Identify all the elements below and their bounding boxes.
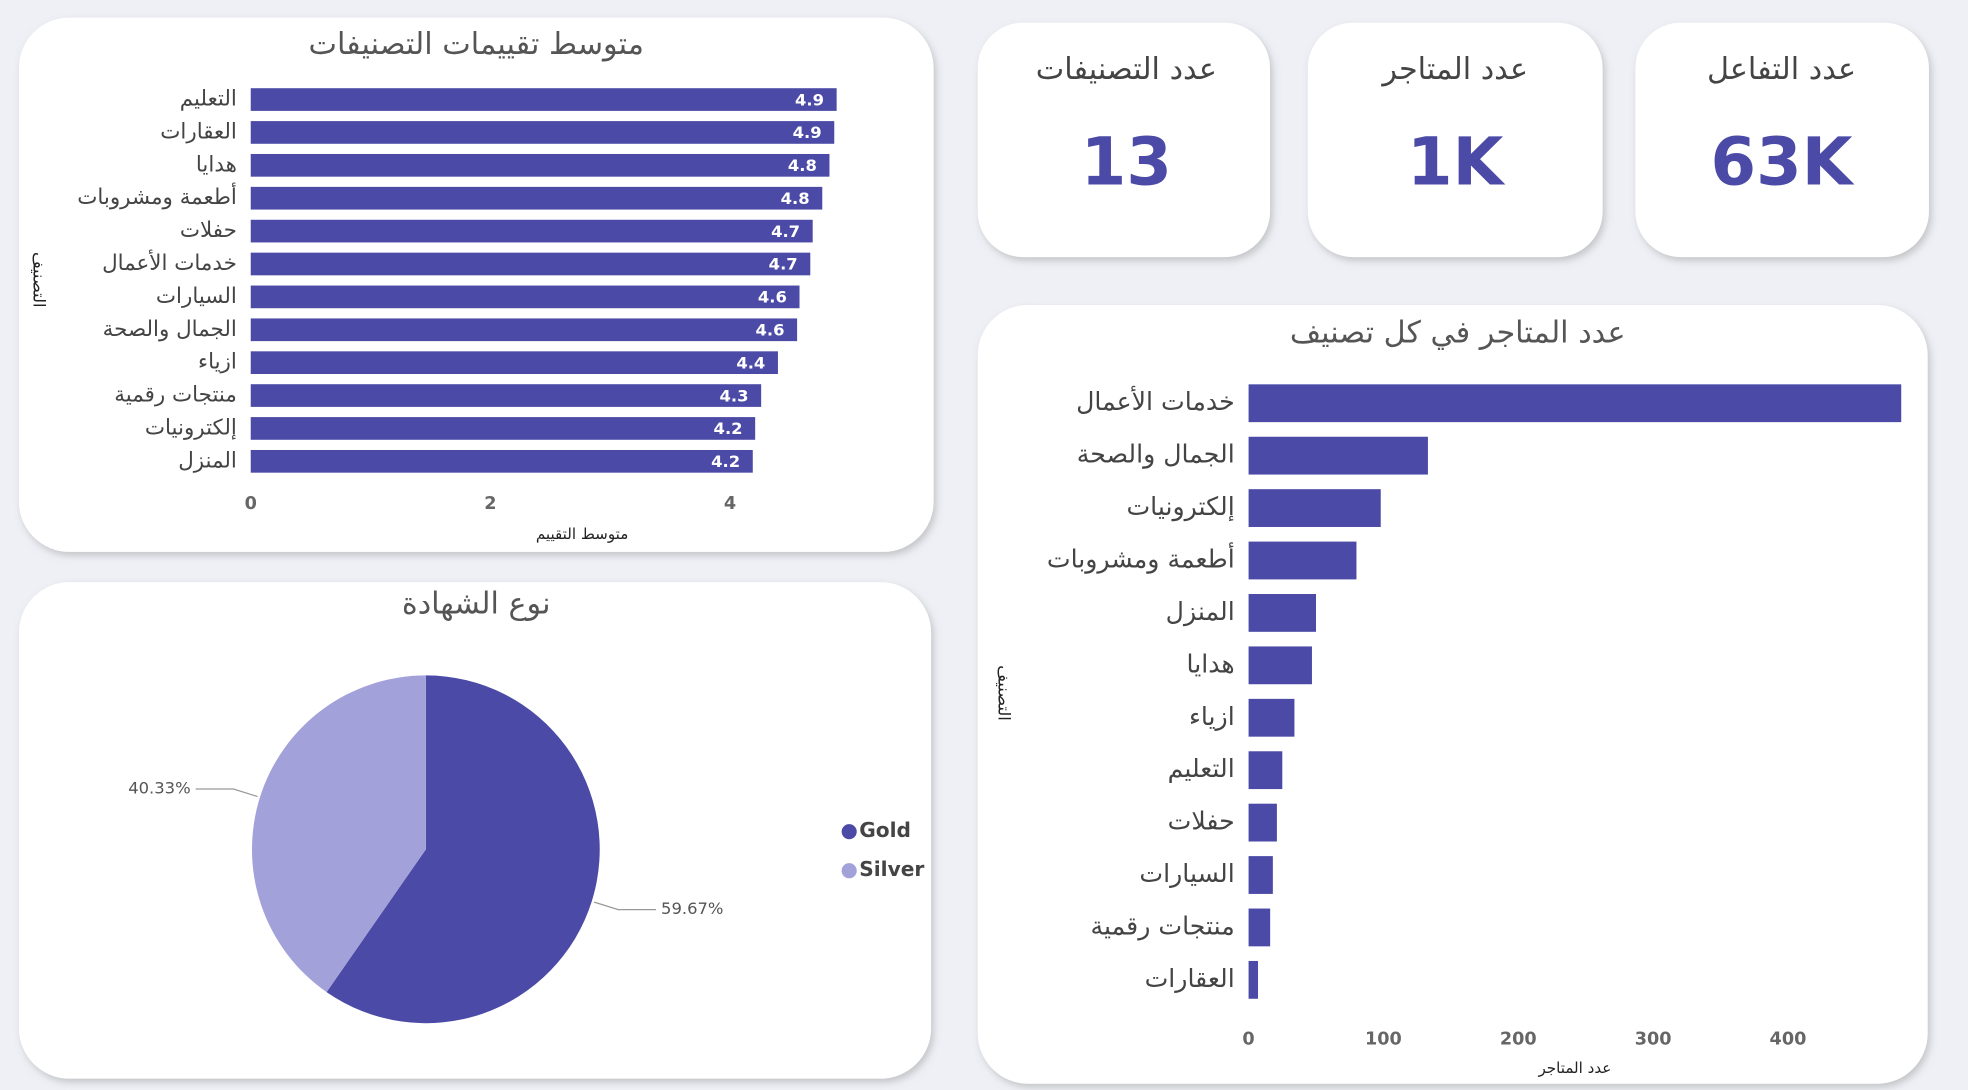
data-label: 4.7 [771,222,800,241]
data-label: 4.2 [711,452,740,471]
bar [1248,751,1283,790]
card [977,22,1271,258]
card-value: 1K [1407,124,1506,200]
y-tick-label: ازياء [1189,702,1235,731]
card [1307,22,1603,258]
bar [1248,698,1295,737]
x-tick-label: 0 [1242,1030,1254,1050]
bar [250,318,798,342]
card-label: عدد التفاعل [1707,52,1856,87]
card-value: 13 [1081,124,1172,200]
x-axis-label: متوسط التقييم [536,525,628,543]
bar [1248,646,1312,685]
x-tick-label: 100 [1365,1030,1402,1050]
chart-title: متوسط تقييمات التصنيفات [309,27,644,62]
y-tick-label: التعليم [1168,754,1235,784]
x-tick-label: 0 [245,494,257,514]
data-label: 4.4 [736,353,765,372]
y-axis-label: التصنيف [994,665,1013,721]
bar [1248,541,1357,580]
pie-slice [251,675,426,993]
y-tick-label: السيارات [1139,859,1234,888]
bar [1248,436,1428,475]
data-label: 4.7 [769,255,798,274]
panel [977,304,1928,1084]
bar [1248,384,1902,423]
legend-marker [841,824,857,840]
y-tick-label: حفلات [1168,807,1235,836]
x-tick-label: 200 [1500,1030,1537,1050]
y-tick-label: خدمات الأعمال [102,249,237,276]
y-tick-label: المنزل [178,448,237,473]
card [1635,22,1929,258]
y-tick-label: هدايا [1187,649,1235,678]
bar [250,153,830,177]
bar [250,186,823,210]
data-label: 59.67% [661,899,723,918]
data-label: 4.9 [793,123,822,142]
y-tick-label: السيارات [156,284,237,309]
card-value: 63K [1711,124,1855,200]
x-axis-label: عدد المتاجر [1537,1059,1611,1077]
y-tick-label: منتجات رقمية [1091,911,1235,940]
bar [1248,489,1381,527]
y-tick-label: هدايا [196,152,237,177]
y-tick-label: أطعمة ومشروبات [1047,541,1235,574]
data-label: 4.6 [758,288,787,307]
card-label: عدد التصنيفات [1036,52,1217,87]
x-tick-label: 4 [724,494,736,514]
y-tick-label: منتجات رقمية [114,383,237,408]
bar [250,449,753,473]
pie-slice [326,675,600,1024]
y-tick-label: العقارات [160,119,237,144]
bar [250,121,835,144]
x-tick-label: 400 [1770,1030,1807,1050]
y-tick-label: العقارات [1145,964,1235,993]
bar [250,219,813,243]
y-tick-label: الجمال والصحة [1077,440,1235,470]
bar [1248,908,1271,947]
bar [1248,594,1317,632]
leader-line [195,788,258,798]
data-label: 4.9 [795,90,824,109]
y-tick-label: حفلات [180,218,237,243]
y-tick-label: إلكترونيات [145,415,237,440]
data-label: 4.8 [788,156,817,175]
data-label: 4.8 [781,189,810,208]
bar [1248,960,1259,999]
bar [1248,803,1277,842]
chart-title: عدد المتاجر في كل تصنيف [1290,315,1626,350]
leader-line [593,901,657,911]
y-tick-label: التعليم [180,87,237,112]
x-tick-label: 300 [1635,1030,1672,1050]
legend-marker [841,863,857,879]
data-label: 4.3 [720,386,749,405]
chart-title: نوع الشهادة [402,586,551,621]
data-label: 4.2 [714,419,743,438]
bar [250,88,837,111]
y-tick-label: خدمات الأعمال [1076,385,1235,416]
y-tick-label: الجمال والصحة [103,317,237,342]
card-label: عدد المتاجر [1380,52,1528,87]
bar [250,417,756,440]
bar [250,384,762,407]
bar [250,252,811,276]
legend-label: Silver [859,857,924,881]
data-label: 40.33% [128,779,190,798]
y-tick-label: المنزل [1166,597,1235,627]
y-axis-label: التصنيف [29,252,48,308]
data-label: 4.6 [755,321,784,340]
x-tick-label: 2 [484,494,496,514]
bar [250,351,778,375]
bar [1248,856,1273,894]
y-tick-label: أطعمة ومشروبات [77,183,237,210]
bar [250,285,800,309]
legend-label: Gold [859,818,911,842]
y-tick-label: إلكترونيات [1126,492,1234,522]
y-tick-label: ازياء [198,350,237,375]
